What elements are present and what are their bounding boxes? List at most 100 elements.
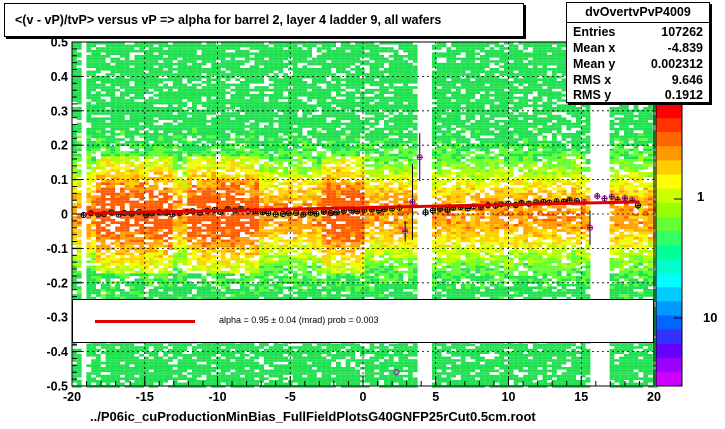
heatmap-cell (230, 289, 236, 292)
heatmap-cell (196, 166, 202, 170)
heatmap-cell (225, 153, 231, 157)
heatmap-cell (91, 218, 96, 222)
heatmap-cell (220, 94, 226, 97)
heatmap-cell (244, 380, 250, 383)
heatmap-cell (254, 374, 260, 378)
heatmap-cell (206, 213, 212, 217)
heatmap-cell (105, 208, 111, 211)
heatmap-cell (244, 229, 250, 232)
heatmap-cell (230, 367, 236, 370)
heatmap-cell (110, 130, 116, 133)
heatmap-cell (120, 364, 125, 367)
heatmap-cell (148, 52, 154, 55)
heatmap-cell (124, 60, 130, 63)
heatmap-cell (206, 343, 212, 347)
heatmap-cell (110, 218, 116, 222)
heatmap-cell (244, 135, 250, 139)
heatmap-cell (139, 182, 144, 185)
heatmap-cell (225, 273, 231, 276)
heatmap-cell (129, 172, 135, 175)
heatmap-cell (235, 257, 240, 261)
heatmap-cell (196, 65, 202, 68)
heatmap-cell (216, 70, 221, 74)
heatmap-cell (105, 52, 111, 55)
heatmap-cell (264, 343, 269, 347)
heatmap-cell (278, 91, 284, 94)
heatmap-cell (172, 109, 178, 113)
heatmap-cell (273, 135, 279, 139)
heatmap-cell (206, 52, 212, 55)
heatmap-cell (177, 234, 183, 237)
heatmap-cell (144, 135, 149, 139)
heatmap-cell (144, 260, 149, 263)
heatmap-cell (100, 192, 106, 196)
heatmap-cell (76, 255, 82, 258)
heatmap-cell (177, 250, 183, 253)
heatmap-cell (115, 125, 120, 128)
heatmap-cell (220, 239, 226, 243)
heatmap-cell (254, 135, 260, 139)
heatmap-cell (105, 198, 111, 201)
heatmap-cell (177, 148, 183, 152)
heatmap-cell (206, 81, 212, 84)
heatmap-cell (244, 294, 250, 297)
heatmap-cell (230, 156, 236, 159)
heatmap-cell (230, 195, 236, 198)
heatmap-cell (283, 343, 288, 347)
heatmap-cell (110, 268, 116, 271)
heatmap-cell (254, 107, 260, 110)
heatmap-cell (278, 372, 284, 375)
heatmap-cell (264, 382, 269, 386)
heatmap-cell (76, 96, 82, 100)
heatmap-cell (187, 52, 192, 55)
heatmap-cell (124, 283, 130, 287)
heatmap-cell (86, 354, 92, 357)
heatmap-cell (153, 83, 159, 87)
heatmap-cell (220, 143, 226, 146)
heatmap-cell (187, 143, 192, 146)
heatmap-cell (129, 359, 135, 362)
heatmap-cell (139, 281, 144, 284)
heatmap-cell (96, 226, 101, 230)
heatmap-cell (168, 44, 173, 48)
heatmap-cell (134, 281, 140, 284)
heatmap-cell (168, 283, 173, 287)
heatmap-cell (264, 356, 269, 360)
heatmap-cell (230, 185, 236, 188)
heatmap-cell (196, 203, 202, 206)
heatmap-cell (158, 359, 164, 362)
heatmap-cell (182, 114, 188, 118)
heatmap-cell (96, 133, 101, 136)
heatmap-cell (288, 125, 293, 128)
heatmap-cell (196, 244, 202, 248)
heatmap-cell (240, 114, 245, 118)
heatmap-cell (201, 86, 207, 89)
heatmap-cell (76, 130, 82, 133)
heatmap-cell (120, 348, 125, 352)
heatmap-cell (187, 198, 192, 201)
heatmap-cell (244, 372, 250, 375)
heatmap-cell (225, 169, 231, 172)
heatmap-cell (153, 57, 159, 61)
heatmap-cell (115, 153, 120, 157)
heatmap-cell (182, 91, 188, 94)
heatmap-cell (268, 283, 274, 287)
heatmap-cell (182, 83, 188, 87)
heatmap-cell (249, 294, 255, 297)
heatmap-cell (100, 270, 106, 274)
heatmap-cell (153, 242, 159, 245)
heatmap-cell (187, 151, 192, 154)
heatmap-cell (86, 42, 92, 45)
heatmap-cell (124, 361, 130, 365)
heatmap-cell (187, 268, 192, 271)
heatmap-cell (187, 156, 192, 159)
heatmap-cell (192, 369, 197, 373)
heatmap-cell (216, 83, 221, 87)
heatmap-cell (244, 239, 250, 243)
heatmap-cell (177, 164, 183, 167)
heatmap-cell (177, 65, 183, 68)
heatmap-cell (168, 273, 173, 276)
heatmap-cell (96, 166, 101, 170)
heatmap-cell (259, 289, 264, 292)
heatmap-cell (96, 47, 101, 50)
